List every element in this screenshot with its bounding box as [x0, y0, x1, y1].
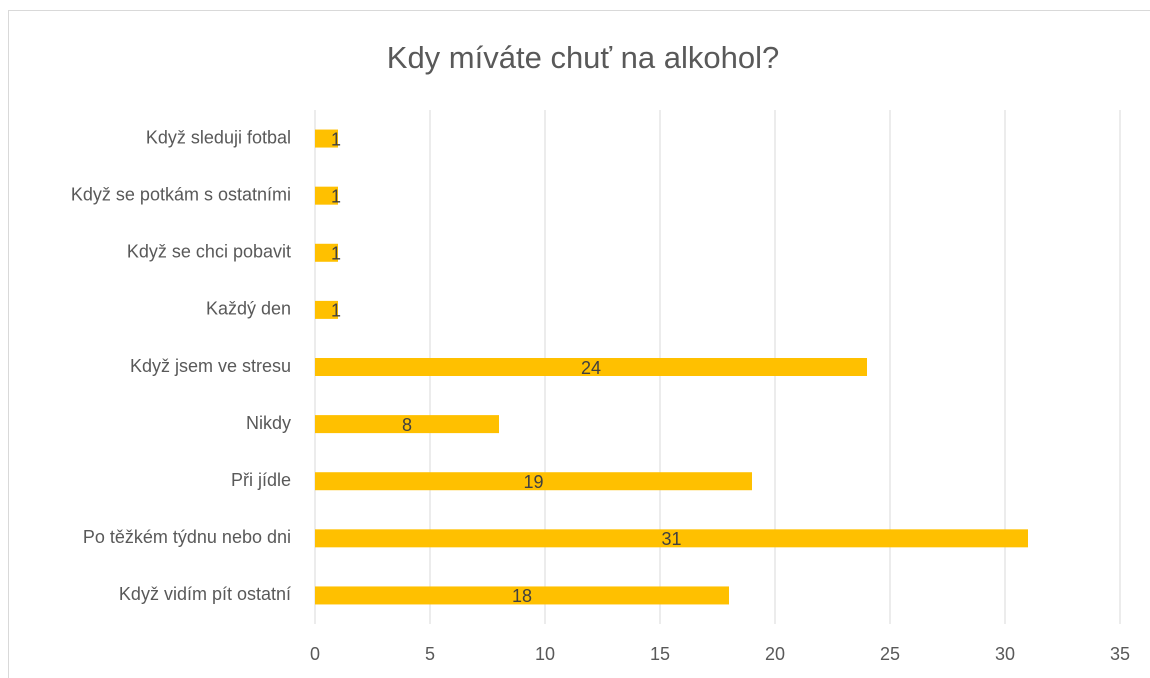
x-tick-label: 15	[650, 644, 670, 664]
y-tick-label: Při jídle	[231, 470, 291, 490]
y-tick-label: Každý den	[206, 299, 291, 319]
data-label: 31	[661, 529, 681, 549]
bar	[315, 186, 338, 205]
bar	[315, 472, 752, 491]
data-label: 1	[331, 301, 341, 321]
data-label: 1	[331, 186, 341, 206]
x-tick-label: 5	[425, 644, 435, 664]
y-tick-label: Když vidím pít ostatní	[119, 584, 291, 604]
chart-frame	[8, 10, 1150, 678]
bar	[315, 243, 338, 262]
bar	[315, 415, 499, 434]
data-label: 24	[581, 358, 601, 378]
x-tick-label: 30	[995, 644, 1015, 664]
data-label: 18	[512, 586, 532, 606]
data-label: 8	[402, 415, 412, 435]
y-tick-label: Nikdy	[246, 413, 291, 433]
x-tick-label: 25	[880, 644, 900, 664]
x-tick-label: 0	[310, 644, 320, 664]
bar	[315, 529, 1028, 548]
y-tick-label: Když sleduji fotbal	[146, 127, 291, 147]
y-tick-label: Když jsem ve stresu	[130, 356, 291, 376]
data-label: 1	[331, 129, 341, 149]
data-label: 19	[523, 472, 543, 492]
bar	[315, 358, 867, 376]
y-tick-label: Po těžkém týdnu nebo dni	[83, 527, 291, 547]
bar	[315, 300, 338, 319]
bar	[315, 129, 338, 148]
y-tick-label: Když se potkám s ostatními	[71, 184, 291, 204]
y-tick-label: Když se chci pobavit	[127, 242, 291, 262]
chart-title: Kdy míváte chuť na alkohol?	[387, 40, 779, 75]
bar	[315, 586, 729, 605]
x-tick-label: 35	[1110, 644, 1130, 664]
x-tick-label: 20	[765, 644, 785, 664]
x-tick-label: 10	[535, 644, 555, 664]
data-label: 1	[331, 244, 341, 264]
